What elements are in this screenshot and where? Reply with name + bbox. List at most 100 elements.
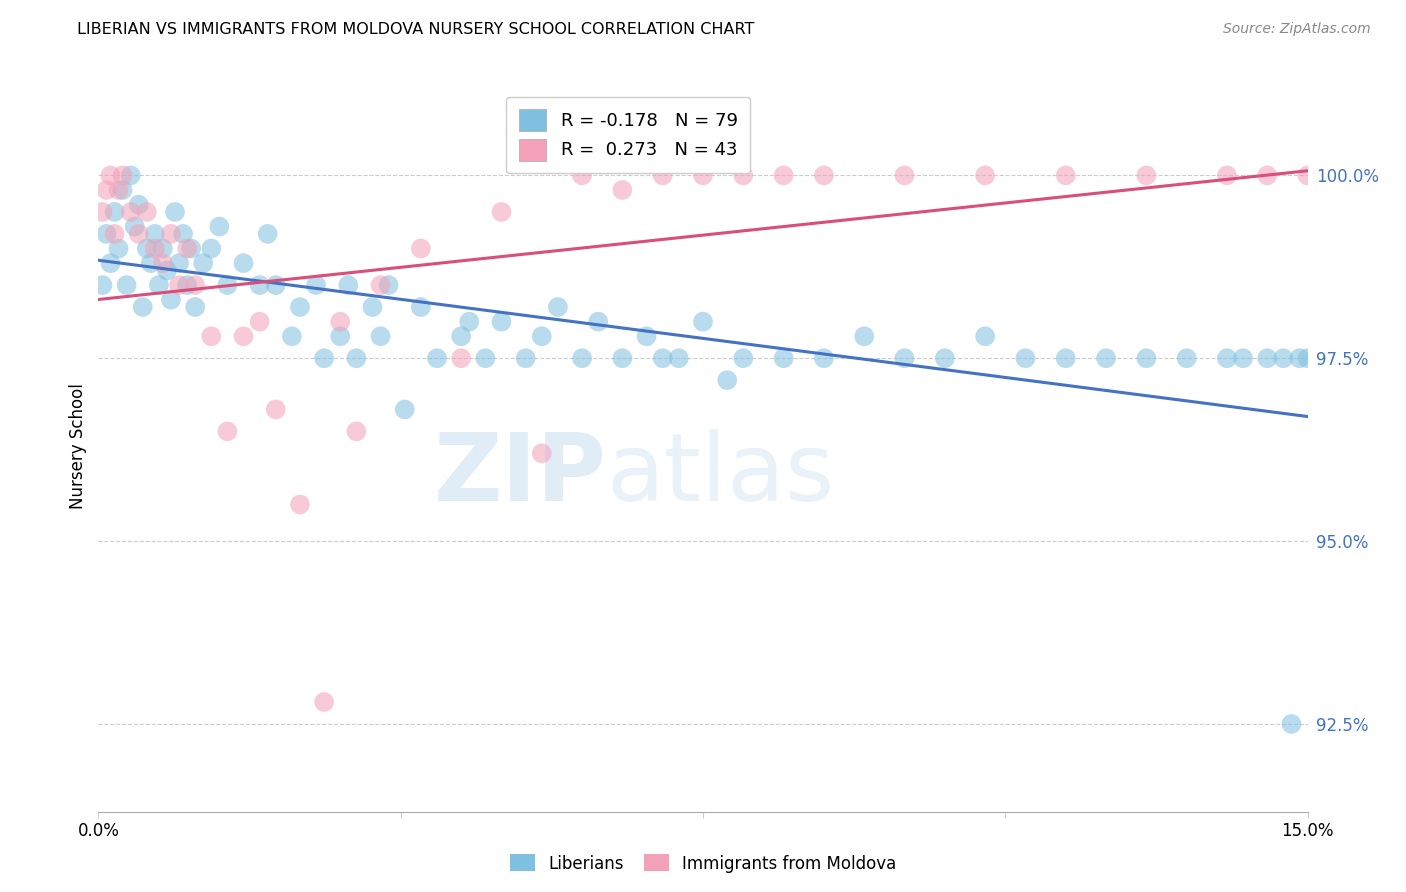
Point <box>264 278 287 293</box>
Point <box>491 205 513 219</box>
Point <box>96 183 118 197</box>
Point <box>193 256 215 270</box>
Point <box>612 183 634 197</box>
Point <box>163 205 186 219</box>
Point <box>1054 169 1077 183</box>
Point <box>200 329 222 343</box>
Point <box>135 242 157 256</box>
Point <box>515 351 537 366</box>
Point <box>176 242 198 256</box>
Point <box>128 197 150 211</box>
Point <box>1216 169 1239 183</box>
Text: LIBERIAN VS IMMIGRANTS FROM MOLDOVA NURSERY SCHOOL CORRELATION CHART: LIBERIAN VS IMMIGRANTS FROM MOLDOVA NURS… <box>77 22 755 37</box>
Point <box>586 315 609 329</box>
Point <box>329 329 352 343</box>
Point <box>1175 351 1198 366</box>
Point <box>337 278 360 293</box>
Point <box>139 256 162 270</box>
Point <box>547 300 569 314</box>
Point <box>1216 351 1239 366</box>
Point <box>249 315 271 329</box>
Point <box>1256 351 1278 366</box>
Point <box>1135 351 1157 366</box>
Point <box>772 351 794 366</box>
Point <box>1135 169 1157 183</box>
Point <box>132 300 155 314</box>
Point <box>143 227 166 241</box>
Point <box>111 183 134 197</box>
Point <box>450 329 472 343</box>
Point <box>107 242 129 256</box>
Point <box>651 351 673 366</box>
Point <box>1272 351 1295 366</box>
Point <box>813 169 835 183</box>
Point <box>612 351 634 366</box>
Point <box>91 278 114 293</box>
Text: atlas: atlas <box>606 429 835 521</box>
Point <box>180 242 202 256</box>
Point <box>314 695 336 709</box>
Point <box>143 242 166 256</box>
Point <box>370 329 392 343</box>
Point <box>668 351 690 366</box>
Point <box>305 278 328 293</box>
Point <box>450 351 472 366</box>
Point <box>111 169 134 183</box>
Point <box>160 293 183 307</box>
Point <box>733 169 755 183</box>
Point <box>314 351 336 366</box>
Legend: R = -0.178   N = 79, R =  0.273   N = 43: R = -0.178 N = 79, R = 0.273 N = 43 <box>506 96 751 173</box>
Point <box>217 425 239 439</box>
Point <box>96 227 118 241</box>
Point <box>1288 351 1310 366</box>
Point <box>974 329 997 343</box>
Point <box>232 329 254 343</box>
Point <box>571 351 593 366</box>
Point <box>344 351 367 366</box>
Point <box>974 169 997 183</box>
Point <box>208 219 231 234</box>
Point <box>1014 351 1036 366</box>
Point <box>934 351 956 366</box>
Point <box>120 205 142 219</box>
Point <box>692 315 714 329</box>
Point <box>1232 351 1254 366</box>
Point <box>156 263 179 277</box>
Point <box>124 219 146 234</box>
Point <box>217 278 239 293</box>
Point <box>120 169 142 183</box>
Point <box>100 256 122 270</box>
Point <box>107 183 129 197</box>
Point <box>1095 351 1118 366</box>
Point <box>893 351 915 366</box>
Point <box>344 425 367 439</box>
Point <box>135 205 157 219</box>
Point <box>474 351 496 366</box>
Point <box>491 315 513 329</box>
Point <box>200 242 222 256</box>
Point <box>128 227 150 241</box>
Point <box>733 351 755 366</box>
Point <box>772 169 794 183</box>
Point <box>176 278 198 293</box>
Point <box>692 169 714 183</box>
Point <box>264 402 287 417</box>
Point <box>103 205 125 219</box>
Point <box>530 329 553 343</box>
Point <box>232 256 254 270</box>
Point <box>148 278 170 293</box>
Point <box>370 278 392 293</box>
Point <box>167 256 190 270</box>
Point <box>458 315 481 329</box>
Point <box>409 242 432 256</box>
Point <box>91 205 114 219</box>
Point <box>853 329 876 343</box>
Point <box>115 278 138 293</box>
Point <box>1281 717 1303 731</box>
Text: Source: ZipAtlas.com: Source: ZipAtlas.com <box>1223 22 1371 37</box>
Point <box>394 402 416 417</box>
Point <box>893 169 915 183</box>
Point <box>329 315 352 329</box>
Point <box>426 351 449 366</box>
Point <box>716 373 738 387</box>
